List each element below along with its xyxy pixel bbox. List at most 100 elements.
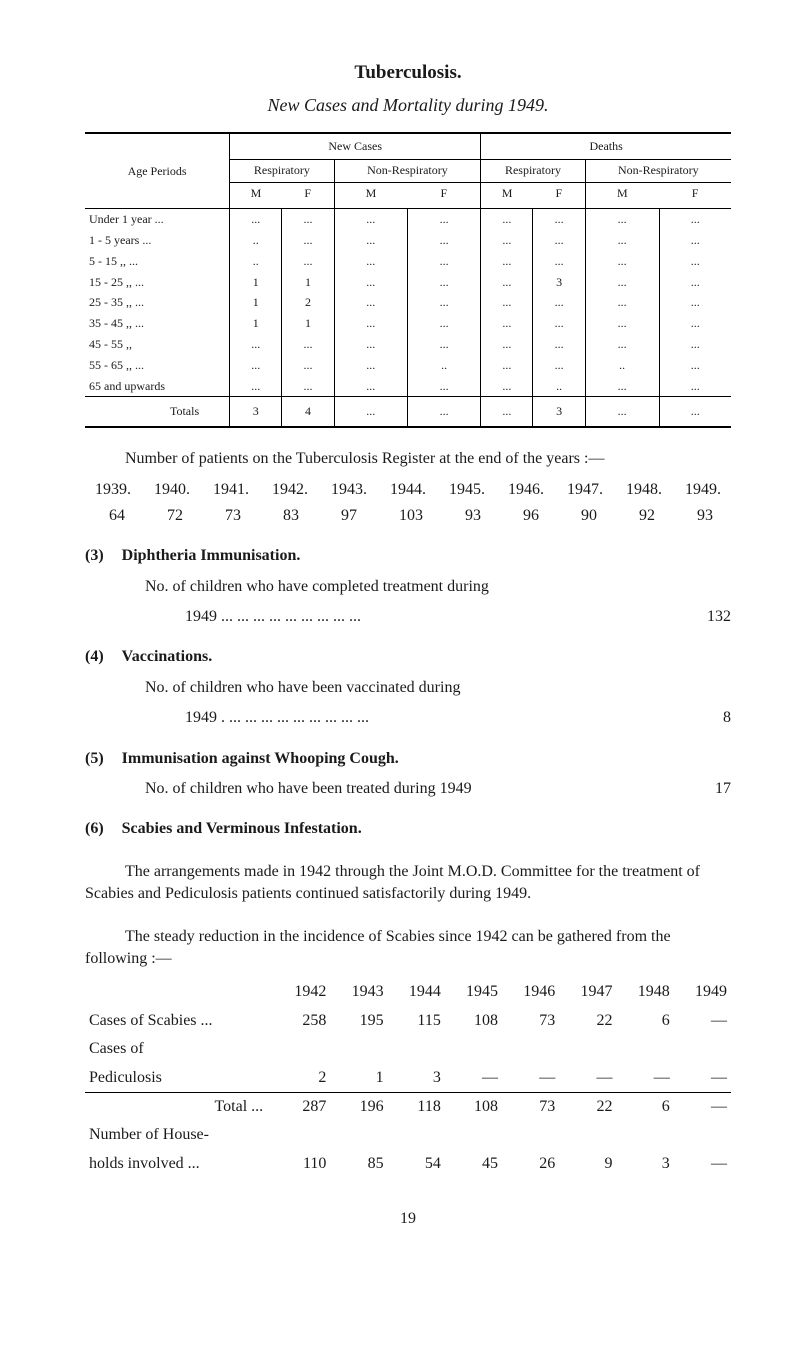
house-cell: 85 — [330, 1150, 387, 1178]
total-cell: ... — [334, 397, 407, 427]
data-cell: ... — [585, 334, 659, 355]
total-cell: ... — [481, 397, 533, 427]
s4-value: 8 — [723, 707, 731, 729]
age-header: Age Periods — [85, 133, 230, 209]
data-cell: .. — [533, 376, 585, 397]
data-cell — [616, 1035, 673, 1063]
total-label: Total ... — [85, 1092, 273, 1121]
page-number: 19 — [85, 1208, 731, 1230]
age-period-label: 25 - 35 ,, ... — [85, 292, 230, 313]
tuberculosis-table: Age Periods New Cases Deaths Respiratory… — [85, 132, 731, 428]
data-cell: ... — [659, 272, 731, 293]
data-cell — [502, 1035, 559, 1063]
age-period-label: 15 - 25 ,, ... — [85, 272, 230, 293]
data-cell: ... — [585, 230, 659, 251]
data-cell: — — [674, 1064, 731, 1093]
data-cell — [273, 1035, 330, 1063]
data-cell: ... — [585, 292, 659, 313]
total-cell: 118 — [388, 1092, 445, 1121]
data-cell: ... — [585, 376, 659, 397]
age-period-label: 55 - 65 ,, ... — [85, 355, 230, 376]
main-title: Tuberculosis. — [85, 60, 731, 87]
data-cell: ... — [282, 355, 334, 376]
data-cell: ... — [533, 251, 585, 272]
sub-nonresp-1: Non-Respiratory — [334, 159, 481, 183]
data-cell: 1 — [330, 1064, 387, 1093]
data-cell: ... — [481, 355, 533, 376]
data-cell: ... — [659, 230, 731, 251]
data-cell: ... — [659, 292, 731, 313]
data-cell: 6 — [616, 1007, 673, 1035]
year-cell: 1940. — [154, 479, 190, 501]
data-cell: ... — [282, 376, 334, 397]
s3-line2-text: 1949 ... ... ... ... ... ... ... ... ... — [185, 608, 361, 625]
total-cell: 3 — [533, 397, 585, 427]
data-cell: ... — [407, 313, 480, 334]
total-cell: 196 — [330, 1092, 387, 1121]
section-num: (3) — [85, 547, 104, 564]
row-label: Cases of Scabies ... — [85, 1007, 273, 1035]
s3-value: 132 — [707, 606, 731, 628]
data-cell: 115 — [388, 1007, 445, 1035]
year-header: 1945 — [445, 978, 502, 1006]
data-cell — [445, 1035, 502, 1063]
data-cell: ... — [407, 292, 480, 313]
data-cell: ... — [533, 313, 585, 334]
num-cell: 72 — [167, 505, 183, 527]
data-cell: 108 — [445, 1007, 502, 1035]
year-cell: 1945. — [449, 479, 485, 501]
num-cell: 73 — [225, 505, 241, 527]
house-cell: 26 — [502, 1150, 559, 1178]
col-f: F — [282, 183, 334, 209]
year-cell: 1948. — [626, 479, 662, 501]
data-cell: — — [502, 1064, 559, 1093]
year-header: 1948 — [616, 978, 673, 1006]
year-cell: 1947. — [567, 479, 603, 501]
data-cell: 3 — [533, 272, 585, 293]
data-cell — [388, 1035, 445, 1063]
data-cell: ... — [481, 334, 533, 355]
s4-line2-text: 1949 . ... ... ... ... ... ... ... ... .… — [185, 709, 369, 726]
house-label-1: Number of House- — [85, 1121, 273, 1149]
total-cell: ... — [659, 397, 731, 427]
year-header: 1949 — [674, 978, 731, 1006]
data-cell: 22 — [559, 1007, 616, 1035]
data-cell: ... — [659, 251, 731, 272]
data-cell: ... — [533, 292, 585, 313]
total-cell: 6 — [616, 1092, 673, 1121]
years-row: 1939.1940.1941.1942.1943.1944.1945.1946.… — [85, 479, 731, 501]
num-cell: 96 — [523, 505, 539, 527]
house-cell: 45 — [445, 1150, 502, 1178]
data-cell: — — [445, 1064, 502, 1093]
data-cell: 195 — [330, 1007, 387, 1035]
sub-resp-1: Respiratory — [230, 159, 334, 183]
total-cell: ... — [407, 397, 480, 427]
year-header: 1946 — [502, 978, 559, 1006]
num-cell: 103 — [399, 505, 423, 527]
data-cell: ... — [230, 376, 282, 397]
year-cell: 1946. — [508, 479, 544, 501]
register-paragraph: Number of patients on the Tuberculosis R… — [85, 448, 731, 470]
num-cell: 97 — [341, 505, 357, 527]
house-cell: 3 — [616, 1150, 673, 1178]
data-cell: ... — [481, 376, 533, 397]
data-cell: ... — [481, 313, 533, 334]
scabies-table: 19421943194419451946194719481949 Cases o… — [85, 978, 731, 1178]
data-cell: ... — [659, 355, 731, 376]
section-6-head: (6) Scabies and Verminous Infestation. — [85, 818, 731, 840]
col-f: F — [659, 183, 731, 209]
data-cell: 258 — [273, 1007, 330, 1035]
age-period-label: 45 - 55 ,, — [85, 334, 230, 355]
data-cell: ... — [282, 251, 334, 272]
data-cell: ... — [533, 209, 585, 230]
total-cell: 22 — [559, 1092, 616, 1121]
data-cell: ... — [481, 230, 533, 251]
data-cell: ... — [659, 209, 731, 230]
year-header: 1947 — [559, 978, 616, 1006]
data-cell: ... — [334, 334, 407, 355]
data-cell: ... — [407, 376, 480, 397]
year-cell: 1943. — [331, 479, 367, 501]
data-cell: ... — [585, 251, 659, 272]
col-m: M — [230, 183, 282, 209]
data-cell: — — [616, 1064, 673, 1093]
